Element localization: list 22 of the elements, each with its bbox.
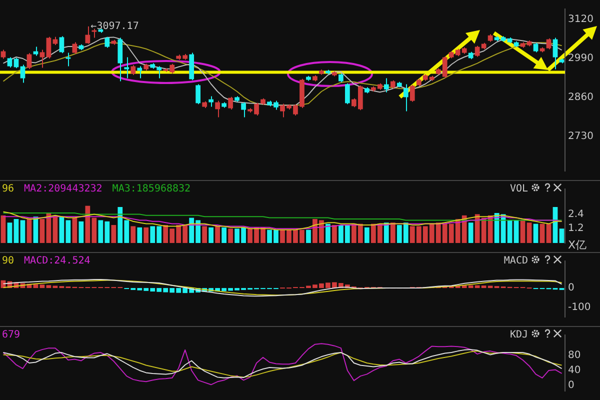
- annotation: 679: [2, 330, 20, 341]
- series-label: 96: [2, 184, 14, 195]
- chart-title: VOL: [510, 184, 528, 195]
- y-tick-label: -100: [568, 302, 591, 313]
- chart-title: KDJ: [510, 330, 528, 341]
- annotation: ←3097.17: [90, 20, 139, 32]
- text: MA2:209443232: [24, 184, 102, 195]
- series-label: MA3:185968832: [112, 184, 191, 195]
- y-tick-label: 0: [568, 282, 574, 294]
- y-tick-label: 3120: [568, 14, 594, 26]
- y-tick-label: 0: [568, 380, 574, 391]
- y-tick-label: 2730: [568, 131, 594, 142]
- annotation: MACD:24.524: [24, 256, 90, 267]
- chart-title: MACD: [504, 256, 528, 267]
- y-axis-title: X亿: [568, 238, 587, 252]
- y-tick-label: 2990: [568, 53, 594, 64]
- y-tick-label: 2860: [568, 92, 594, 104]
- y-tick-label: 2.4: [568, 208, 584, 220]
- y-tick-label: 80: [568, 350, 581, 362]
- y-tick-label: 1.2: [568, 223, 584, 234]
- series-label: 90: [2, 256, 14, 267]
- y-tick-label: 40: [568, 365, 581, 376]
